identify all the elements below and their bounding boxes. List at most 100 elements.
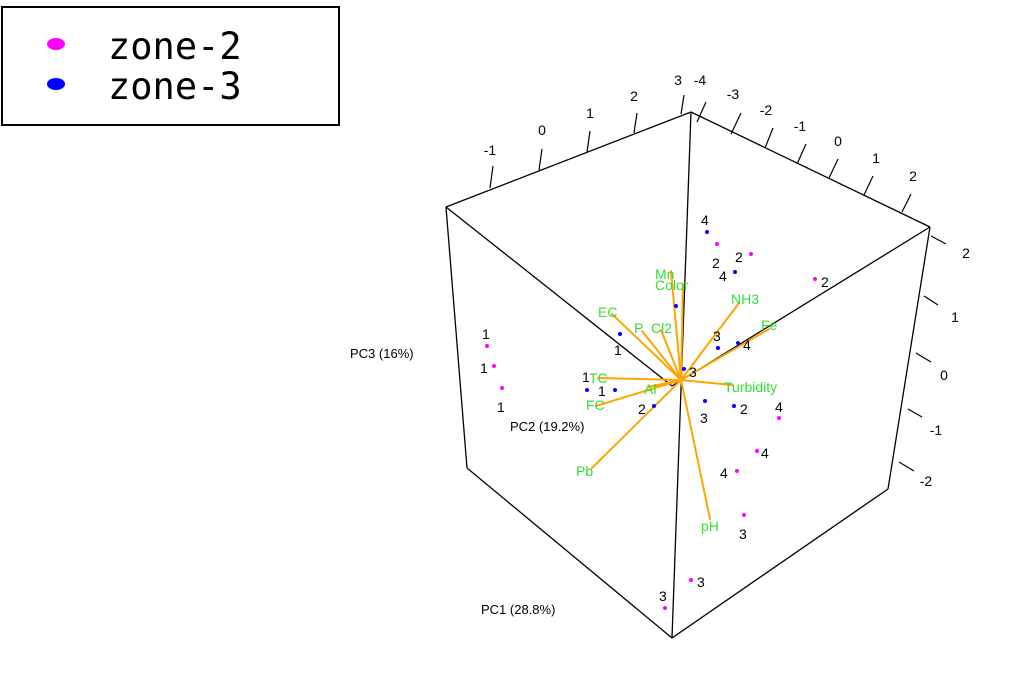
point-label: 1 xyxy=(598,383,606,399)
vector-tc xyxy=(597,377,682,381)
point-label: 3 xyxy=(689,364,697,380)
tick-label: 2 xyxy=(630,88,638,104)
legend-marker-zone-3 xyxy=(47,78,65,90)
axis-title-pc1: PC1 (28.8%) xyxy=(481,602,555,617)
vector-label-fc: FC xyxy=(586,397,605,413)
vector-label-fe: Fe xyxy=(761,317,778,333)
tick-label: -1 xyxy=(794,118,807,134)
point-zone-2 xyxy=(813,277,817,281)
tick-label: -2 xyxy=(920,473,933,489)
tick-label: 0 xyxy=(940,367,948,383)
point-zone-2 xyxy=(500,386,504,390)
point-zone-2 xyxy=(492,364,496,368)
tick-label: -4 xyxy=(694,72,707,88)
point-zone-3 xyxy=(732,404,736,408)
legend-box xyxy=(1,6,340,126)
vector-ph xyxy=(680,379,711,520)
point-label: 2 xyxy=(638,401,646,417)
point-zone-2 xyxy=(663,606,667,610)
vector-label-turbidity: Turbidity xyxy=(724,379,777,395)
tick-labels: -1 0 1 2 3 -4 -3 -2 -1 0 1 2 2 1 0 -1 -2 xyxy=(484,72,970,489)
vector-label-ec: EC xyxy=(598,304,617,320)
legend-marker-zone-2 xyxy=(47,38,65,50)
point-label: 3 xyxy=(659,588,667,604)
point-zone-2 xyxy=(777,416,781,420)
point-zone-3 xyxy=(674,304,678,308)
point-label: 4 xyxy=(701,212,709,228)
box-edge-inner-left xyxy=(445,206,673,387)
vector-p xyxy=(641,330,682,381)
vector-ec xyxy=(611,313,682,381)
vector-cl2 xyxy=(660,329,682,381)
legend-label-zone-2: zone-2 xyxy=(108,25,242,68)
point-zone-3 xyxy=(652,404,656,408)
tick-label: 2 xyxy=(962,245,970,261)
point-label: 4 xyxy=(720,465,728,481)
box-edge-right-vertical xyxy=(887,226,931,490)
point-zone-3 xyxy=(736,341,740,345)
point-label: 1 xyxy=(482,326,490,342)
point-label: 3 xyxy=(739,526,747,542)
point-label: 2 xyxy=(821,274,829,290)
tick-label: 1 xyxy=(586,105,594,121)
point-zone-3 xyxy=(682,367,686,371)
vector-label-p: P xyxy=(634,320,643,336)
vector-label-cl2: Cl2 xyxy=(651,320,672,336)
point-zone-3 xyxy=(705,230,709,234)
point-label: 1 xyxy=(614,342,622,358)
vector-label-pb: Pb xyxy=(576,463,593,479)
box-edge-bottom-left xyxy=(466,467,673,639)
point-label: 4 xyxy=(719,268,727,284)
point-zone-2 xyxy=(749,252,753,256)
tick-label: -2 xyxy=(760,102,773,118)
point-label: 2 xyxy=(735,249,743,265)
vector-label-al: Al xyxy=(644,381,656,397)
point-zone-2 xyxy=(715,242,719,246)
vector-mn xyxy=(670,270,682,381)
point-zone-3 xyxy=(585,388,589,392)
vector-fe xyxy=(680,328,770,381)
point-zone-3 xyxy=(733,270,737,274)
vector-fc xyxy=(595,379,682,407)
point-label: 2 xyxy=(740,401,748,417)
box-edge-left-vertical xyxy=(445,206,468,469)
point-zone-2 xyxy=(735,469,739,473)
tick-label: 0 xyxy=(538,122,546,138)
point-label: 3 xyxy=(700,410,708,426)
loading-vectors xyxy=(591,270,770,520)
point-label: 3 xyxy=(697,574,705,590)
tick-label: -3 xyxy=(727,86,740,102)
vector-label-color: Color xyxy=(655,277,689,293)
point-zone-3 xyxy=(716,346,720,350)
vector-color xyxy=(680,283,684,381)
box-edge-top-back-right xyxy=(690,111,931,228)
point-label: 4 xyxy=(743,337,751,353)
point-zone-3 xyxy=(618,332,622,336)
tick-label: -1 xyxy=(484,142,497,158)
tick-label: -1 xyxy=(930,422,943,438)
point-label: 1 xyxy=(582,369,590,385)
point-label: 2 xyxy=(712,255,720,271)
observation-points xyxy=(485,230,817,610)
box-edge-bottom-right xyxy=(671,488,889,639)
point-zone-2 xyxy=(755,449,759,453)
point-label: 3 xyxy=(713,328,721,344)
point-zone-2 xyxy=(742,513,746,517)
vector-label-nh3: NH3 xyxy=(731,291,759,307)
point-label: 1 xyxy=(497,399,505,415)
point-label: 1 xyxy=(480,360,488,376)
tick-label: 2 xyxy=(909,168,917,184)
point-labels: 4 2 2 4 2 1 1 3 4 1 3 1 1 1 2 3 2 4 4 4 … xyxy=(480,212,829,604)
box-edge-top-back-left xyxy=(445,111,692,208)
tick-label: 3 xyxy=(674,72,682,88)
point-label: 4 xyxy=(775,399,783,415)
tick-label: 0 xyxy=(834,133,842,149)
tick-label: 1 xyxy=(872,150,880,166)
vector-turbidity xyxy=(680,379,733,386)
vector-nh3 xyxy=(680,302,740,381)
point-label: 4 xyxy=(761,445,769,461)
vector-label-ph: pH xyxy=(701,518,719,534)
tick-label: 1 xyxy=(951,309,959,325)
legend-label-zone-3: zone-3 xyxy=(108,65,242,108)
